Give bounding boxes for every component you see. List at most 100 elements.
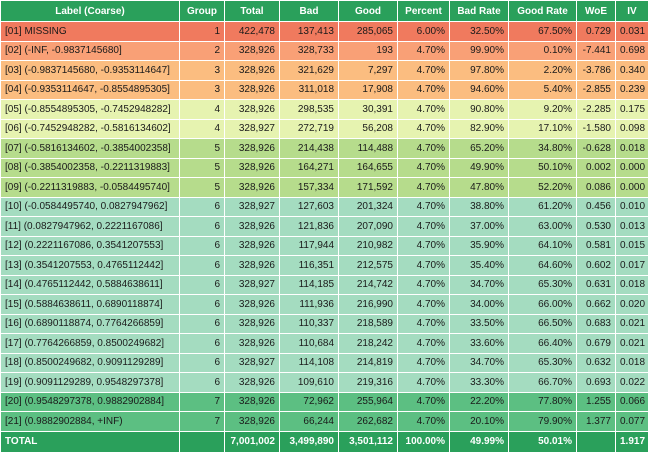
cell-iv: 0.340	[616, 61, 648, 81]
cell-bad: 109,610	[280, 373, 339, 393]
cell-bad-rate: 97.80%	[450, 61, 509, 81]
total-good-rate: 50.01%	[509, 431, 577, 452]
cell-good: 7,297	[339, 61, 398, 81]
cell-percent: 4.70%	[398, 412, 450, 432]
cell-percent: 4.70%	[398, 80, 450, 100]
total-good: 3,501,112	[339, 431, 398, 452]
cell-good-rate: 64.10%	[509, 236, 577, 256]
header-total[interactable]: Total	[225, 1, 280, 22]
cell-woe: 0.530	[577, 217, 616, 237]
cell-label: [06] (-0.7452948282, -0.5816134602]	[1, 119, 180, 139]
cell-group: 6	[180, 314, 225, 334]
cell-percent: 4.70%	[398, 158, 450, 178]
cell-woe: 0.581	[577, 236, 616, 256]
cell-percent: 4.70%	[398, 256, 450, 276]
header-bad[interactable]: Bad	[280, 1, 339, 22]
cell-woe: 1.255	[577, 392, 616, 412]
header-percent[interactable]: Percent	[398, 1, 450, 22]
cell-good-rate: 34.80%	[509, 139, 577, 159]
header-group[interactable]: Group	[180, 1, 225, 22]
header-good-rate[interactable]: Good Rate	[509, 1, 577, 22]
cell-good-rate: 61.20%	[509, 197, 577, 217]
cell-good: 56,208	[339, 119, 398, 139]
cell-bad-rate: 90.80%	[450, 100, 509, 120]
header-iv[interactable]: IV	[616, 1, 648, 22]
cell-bad-rate: 33.60%	[450, 334, 509, 354]
cell-bad: 66,244	[280, 412, 339, 432]
header-good[interactable]: Good	[339, 1, 398, 22]
cell-bad: 116,351	[280, 256, 339, 276]
cell-bad: 311,018	[280, 80, 339, 100]
cell-label: [21] (0.9882902884, +INF)	[1, 412, 180, 432]
cell-good: 262,682	[339, 412, 398, 432]
cell-bad: 110,337	[280, 314, 339, 334]
cell-bad: 164,271	[280, 158, 339, 178]
cell-good: 171,592	[339, 178, 398, 198]
cell-group: 1	[180, 22, 225, 42]
cell-bad-rate: 82.90%	[450, 119, 509, 139]
cell-label: [09] (-0.2211319883, -0.0584495740]	[1, 178, 180, 198]
cell-iv: 0.698	[616, 41, 648, 61]
cell-bad-rate: 47.80%	[450, 178, 509, 198]
cell-iv: 0.000	[616, 158, 648, 178]
cell-label: [19] (0.9091129289, 0.9548297378]	[1, 373, 180, 393]
cell-good-rate: 66.40%	[509, 334, 577, 354]
cell-good: 114,488	[339, 139, 398, 159]
cell-group: 6	[180, 197, 225, 217]
cell-total: 328,926	[225, 158, 280, 178]
cell-group: 5	[180, 178, 225, 198]
cell-good: 214,742	[339, 275, 398, 295]
cell-group: 6	[180, 236, 225, 256]
cell-percent: 4.70%	[398, 197, 450, 217]
cell-percent: 4.70%	[398, 392, 450, 412]
cell-label: [15] (0.5884638611, 0.6890118874]	[1, 295, 180, 315]
cell-iv: 0.022	[616, 373, 648, 393]
cell-woe: 0.683	[577, 314, 616, 334]
cell-percent: 4.70%	[398, 295, 450, 315]
cell-bad: 114,108	[280, 353, 339, 373]
header-woe[interactable]: WoE	[577, 1, 616, 22]
cell-total: 328,927	[225, 353, 280, 373]
cell-good-rate: 65.30%	[509, 353, 577, 373]
cell-total: 328,926	[225, 334, 280, 354]
cell-good-rate: 17.10%	[509, 119, 577, 139]
cell-bad: 137,413	[280, 22, 339, 42]
cell-iv: 0.021	[616, 314, 648, 334]
header-bad-rate[interactable]: Bad Rate	[450, 1, 509, 22]
cell-good: 216,990	[339, 295, 398, 315]
cell-percent: 4.70%	[398, 334, 450, 354]
cell-woe: -2.855	[577, 80, 616, 100]
cell-label: [07] (-0.5816134602, -0.3854002358]	[1, 139, 180, 159]
cell-percent: 4.70%	[398, 100, 450, 120]
cell-woe: -2.285	[577, 100, 616, 120]
cell-woe: 0.679	[577, 334, 616, 354]
cell-group: 7	[180, 412, 225, 432]
cell-total: 328,926	[225, 295, 280, 315]
header-label[interactable]: Label (Coarse)	[1, 1, 180, 22]
cell-percent: 4.70%	[398, 236, 450, 256]
cell-label: [12] (0.2221167086, 0.3541207553]	[1, 236, 180, 256]
cell-good-rate: 50.10%	[509, 158, 577, 178]
